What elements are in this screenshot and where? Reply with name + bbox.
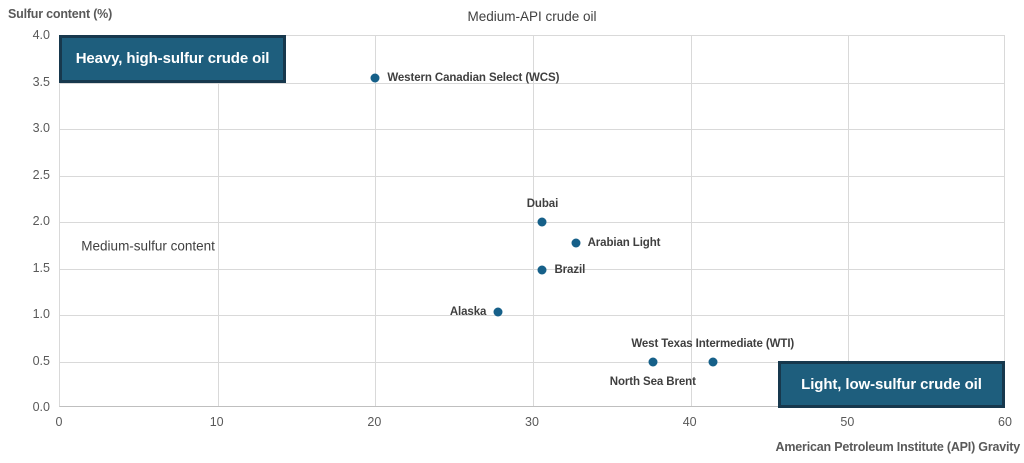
data-point-label: West Texas Intermediate (WTI) (631, 337, 795, 350)
data-point-label: Dubai (526, 198, 559, 210)
vertical-gridline (848, 36, 850, 406)
data-point (370, 73, 380, 83)
vertical-gridline (690, 36, 692, 406)
horizontal-gridline (60, 129, 1004, 130)
y-axis-title: Sulfur content (%) (8, 7, 113, 21)
y-tick-label: 0.0 (32, 400, 50, 414)
vertical-gridline (217, 36, 219, 406)
horizontal-gridline (60, 361, 1004, 363)
heavy-high-sulfur-annotation-box: Heavy, high-sulfur crude oil (59, 35, 287, 83)
data-point (708, 357, 718, 366)
light-low-sulfur-annotation-box: Light, low-sulfur crude oil (777, 360, 1005, 408)
data-point (537, 217, 547, 227)
plot-area: Western Canadian Select (WCS) Dubai Arabia… (59, 35, 1005, 407)
horizontal-gridline (60, 82, 1004, 84)
y-tick-label: 3.0 (32, 121, 50, 135)
data-point (571, 238, 581, 248)
x-axis-title: American Petroleum Institute (API) Gravi… (775, 440, 1021, 454)
chart-title: Medium-API crude oil (467, 9, 597, 24)
y-tick-label: 2.0 (32, 214, 50, 228)
vertical-gridline (375, 36, 377, 406)
x-tick-label: 0 (55, 415, 63, 429)
horizontal-gridline (60, 315, 1004, 316)
x-tick-label: 10 (209, 415, 224, 429)
horizontal-gridline (60, 222, 1004, 223)
data-point-label: North Sea Brent (609, 375, 696, 388)
y-tick-label: 0.5 (32, 353, 50, 368)
y-tick-label: 1.0 (32, 307, 50, 321)
data-point (648, 357, 658, 366)
data-point-label: Brazil (554, 264, 586, 277)
y-tick-label: 4.0 (32, 28, 50, 42)
data-point-label: Western Canadian Select (WCS) (387, 71, 560, 84)
x-tick-label: 40 (682, 415, 697, 429)
x-tick-label: 20 (367, 415, 382, 429)
data-point-label: Alaska (449, 306, 487, 319)
x-tick-label: 30 (525, 415, 539, 429)
data-point (493, 307, 503, 317)
vertical-gridline (533, 36, 534, 406)
data-point-label: Arabian Light (587, 237, 661, 250)
y-tick-label: 2.5 (32, 167, 50, 182)
horizontal-gridline (60, 175, 1004, 177)
y-tick-label: 3.5 (32, 74, 50, 89)
x-tick-label: 50 (840, 415, 855, 429)
data-point (537, 265, 547, 275)
light-box-label: Light, low-sulfur crude oil (801, 375, 982, 393)
medium-sulfur-annotation: Medium-sulfur content (81, 238, 215, 254)
heavy-box-label: Heavy, high-sulfur crude oil (75, 50, 270, 68)
horizontal-gridline (60, 268, 1004, 270)
x-tick-label: 60 (998, 415, 1012, 429)
y-tick-label: 1.5 (32, 260, 50, 275)
